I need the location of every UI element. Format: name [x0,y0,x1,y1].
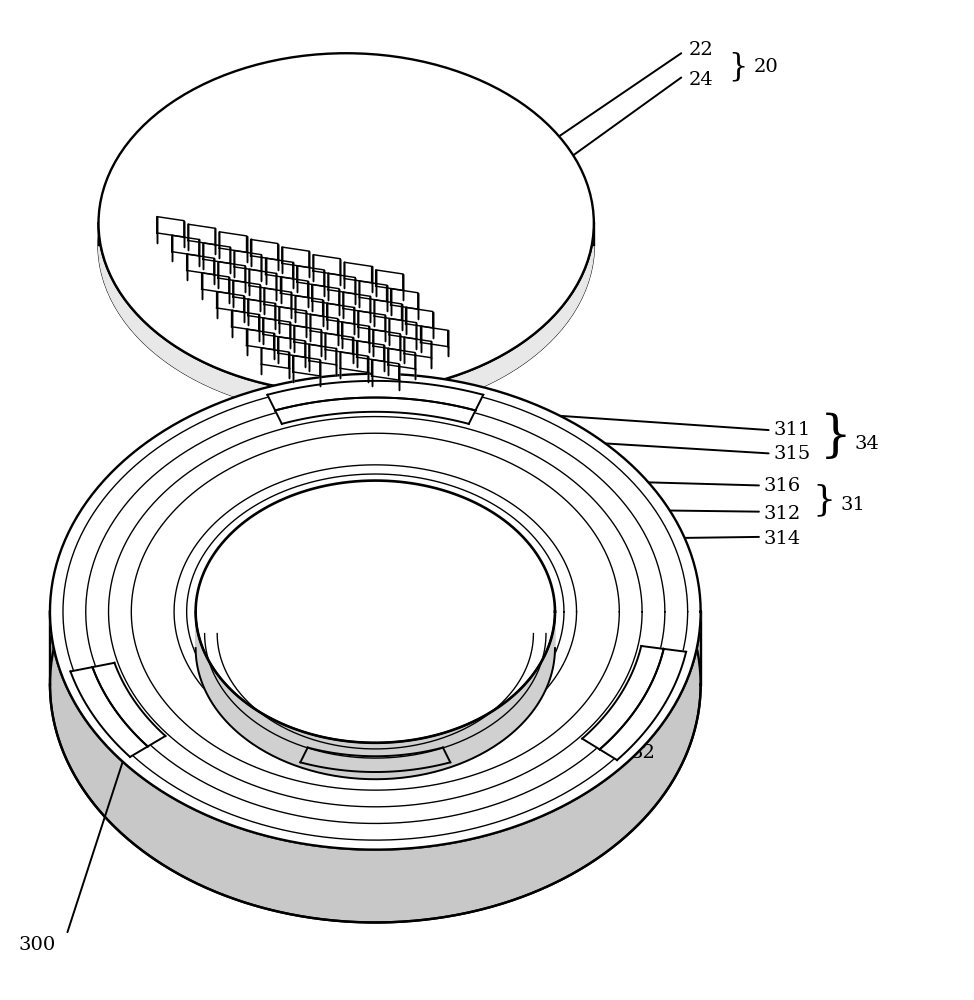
Polygon shape [266,258,293,279]
Polygon shape [293,356,319,376]
Text: 24: 24 [689,71,714,89]
Polygon shape [342,322,369,343]
Polygon shape [404,337,431,358]
Polygon shape [98,223,594,415]
Polygon shape [196,481,555,743]
Polygon shape [216,292,244,312]
Polygon shape [376,270,403,290]
Polygon shape [280,307,307,327]
Polygon shape [326,303,354,324]
Text: 34: 34 [854,435,879,453]
Polygon shape [359,281,387,301]
Polygon shape [297,266,324,286]
Text: 314: 314 [764,530,801,548]
Polygon shape [261,348,288,368]
Polygon shape [187,254,214,275]
Polygon shape [203,243,230,263]
Polygon shape [388,348,415,369]
Text: 32: 32 [631,744,656,762]
Polygon shape [171,235,199,256]
Text: 300: 300 [19,936,56,954]
Polygon shape [328,273,356,294]
Polygon shape [249,269,277,290]
Polygon shape [248,299,275,320]
Polygon shape [325,333,353,354]
Polygon shape [50,374,700,850]
Polygon shape [391,289,418,309]
Polygon shape [50,447,700,922]
Text: 312: 312 [764,505,801,523]
Polygon shape [235,251,261,271]
Polygon shape [405,307,432,328]
Text: }: } [728,51,747,82]
Polygon shape [196,612,555,779]
Polygon shape [281,277,308,297]
Polygon shape [295,296,322,316]
Text: 315: 315 [773,445,810,463]
Polygon shape [343,292,370,313]
Polygon shape [276,398,475,424]
Polygon shape [582,646,663,749]
Polygon shape [314,255,340,275]
Polygon shape [309,344,336,365]
Polygon shape [70,667,148,757]
Polygon shape [157,217,184,237]
Ellipse shape [98,75,594,415]
Ellipse shape [98,53,594,393]
Text: }: } [812,483,836,517]
Polygon shape [202,273,229,293]
Text: 22: 22 [689,41,714,59]
Polygon shape [268,381,483,410]
Polygon shape [250,239,278,260]
Polygon shape [345,262,372,283]
Polygon shape [358,311,385,331]
Polygon shape [188,224,215,245]
Polygon shape [374,300,401,320]
Text: 311: 311 [773,421,810,439]
Polygon shape [294,326,321,346]
Polygon shape [263,318,290,338]
Polygon shape [390,319,417,339]
Polygon shape [312,285,339,305]
Polygon shape [421,326,448,347]
Polygon shape [600,649,686,760]
Polygon shape [281,247,309,267]
Text: 20: 20 [754,58,779,76]
Text: 31: 31 [841,496,866,514]
Polygon shape [264,288,291,309]
Polygon shape [278,337,305,357]
Polygon shape [93,663,166,746]
Polygon shape [232,310,259,331]
Polygon shape [300,748,450,772]
Polygon shape [311,314,338,335]
Polygon shape [246,329,274,350]
Polygon shape [218,262,245,282]
Polygon shape [356,341,384,361]
Polygon shape [372,360,398,380]
Polygon shape [340,352,367,372]
Polygon shape [219,232,246,252]
Polygon shape [373,330,400,350]
Polygon shape [233,281,260,301]
Text: }: } [820,412,852,462]
Polygon shape [50,612,700,922]
Text: 316: 316 [764,477,801,495]
